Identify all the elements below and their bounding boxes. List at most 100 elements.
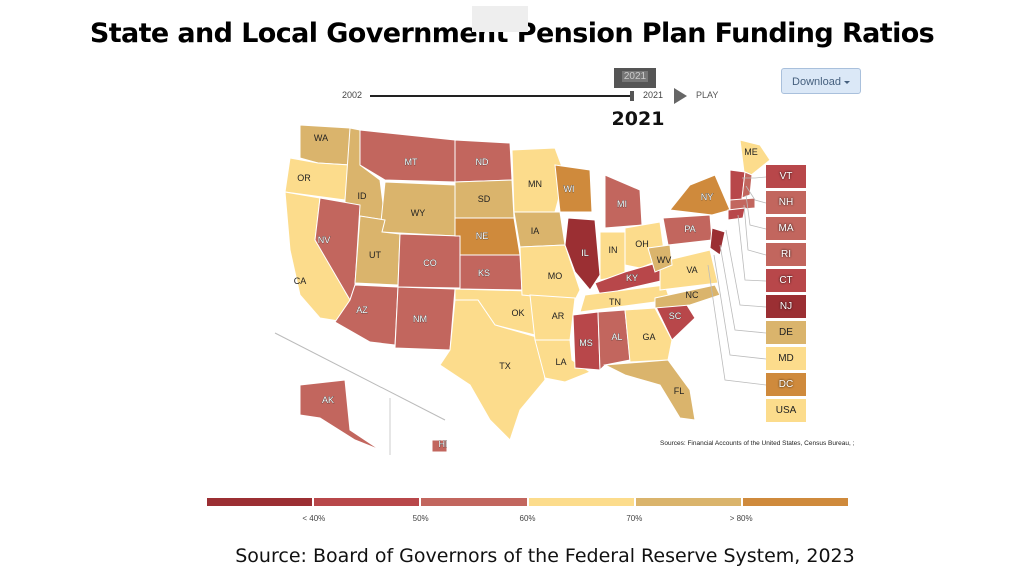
slider-start-year: 2002 [342,90,363,100]
state-label-nm: NM [413,314,427,324]
legend-segment [421,498,527,506]
state-label-ne: NE [476,231,489,241]
state-label-ca: CA [294,276,307,286]
state-label-mo: MO [548,271,563,281]
play-button[interactable]: PLAY [696,90,719,100]
state-nc[interactable] [654,284,721,309]
legend-segment [314,498,420,506]
state-label-ga: GA [642,332,655,342]
legend-tick-label: 70% [626,514,643,523]
slider-tooltip: 2021 [614,68,656,88]
state-label-ok: OK [511,308,524,318]
state-label-mt: MT [405,157,418,167]
state-label-co: CO [423,258,437,268]
state-box-usa[interactable]: USA [766,399,806,422]
state-mt[interactable] [359,129,456,183]
state-label-wy: WY [411,208,426,218]
state-label-ak: AK [322,395,334,405]
footer-source: Source: Board of Governors of the Federa… [235,545,855,567]
state-label-la: LA [555,357,566,367]
slider-track[interactable] [370,95,632,97]
state-label-va: VA [686,265,697,275]
state-in[interactable] [599,231,626,281]
state-label-ms: MS [579,338,593,348]
state-label-ny: NY [701,192,714,202]
state-label-tx: TX [499,361,511,371]
state-il[interactable] [564,217,601,291]
state-label-ky: KY [626,273,638,283]
legend-tick-label: 60% [519,514,536,523]
state-label-sc: SC [669,311,682,321]
state-box-md[interactable]: MD [766,347,806,370]
state-la[interactable] [534,339,592,383]
hidden-tab [472,6,528,32]
state-label-ks: KS [478,268,490,278]
state-wv[interactable] [647,244,673,273]
state-label-al: AL [611,332,622,342]
state-al[interactable] [597,309,631,372]
state-tx[interactable] [439,299,546,441]
state-label-pa: PA [684,224,695,234]
state-label-mn: MN [528,179,542,189]
state-box-vt[interactable]: VT [766,165,806,188]
state-box-de[interactable]: DE [766,321,806,344]
state-box-ri[interactable]: RI [766,243,806,266]
state-label-or: OR [297,173,311,183]
state-label-ar: AR [552,311,565,321]
state-label-il: IL [581,248,589,258]
state-wi[interactable] [554,164,593,213]
state-hi[interactable] [431,439,448,453]
state-va[interactable] [659,249,719,291]
legend-segment [742,498,849,506]
state-fl[interactable] [603,359,696,421]
state-label-nc: NC [686,290,699,300]
state-box-dc[interactable]: DC [766,373,806,396]
state-ga[interactable] [624,307,673,363]
legend-tick-label: < 40% [302,514,326,523]
legend-tick-label: 50% [412,514,429,523]
slider-thumb[interactable] [630,91,634,101]
state-ia[interactable] [513,211,566,248]
state-ak[interactable] [299,379,381,451]
state-label-oh: OH [635,239,649,249]
state-label-in: IN [609,245,618,255]
small-state-shape[interactable] [709,227,726,256]
state-label-az: AZ [356,305,368,315]
state-mo[interactable] [519,244,581,301]
state-label-ut: UT [369,250,381,260]
state-label-id: ID [358,191,368,201]
year-slider[interactable]: 2002 2021 2021 PLAY [340,68,740,106]
state-label-fl: FL [674,386,685,396]
state-box-nj[interactable]: NJ [766,295,806,318]
state-label-mi: MI [617,199,627,209]
legend-segment [528,498,634,506]
download-button[interactable]: Download [781,68,861,94]
legend-tick-label: > 80% [729,514,753,523]
state-label-nv: NV [318,235,331,245]
state-label-tn: TN [609,297,621,307]
state-label-me: ME [744,147,758,157]
state-ny[interactable] [669,174,731,216]
state-box-nh[interactable]: NH [766,191,806,214]
state-label-wa: WA [314,133,328,143]
color-legend [207,498,849,506]
state-ks[interactable] [459,254,523,291]
state-wa[interactable] [299,124,351,166]
slider-end-year: 2021 [643,90,664,100]
caret-down-icon [843,80,850,84]
state-label-wi: WI [564,184,575,194]
small-state-shape[interactable] [727,207,746,221]
state-label-wv: WV [657,255,672,265]
state-box-ct[interactable]: CT [766,269,806,292]
legend-segment [207,498,313,506]
state-label-sd: SD [478,194,491,204]
state-label-ia: IA [531,226,540,236]
map-source-note: Sources: Financial Accounts of the Unite… [660,440,855,447]
legend-segment [635,498,741,506]
current-year-label: 2021 [611,108,665,130]
small-states-boxes: VT NH MA RI CT NJ DE MD DC USA [766,165,806,425]
play-icon[interactable] [674,88,687,104]
state-me[interactable] [739,139,771,181]
state-box-ma[interactable]: MA [766,217,806,240]
